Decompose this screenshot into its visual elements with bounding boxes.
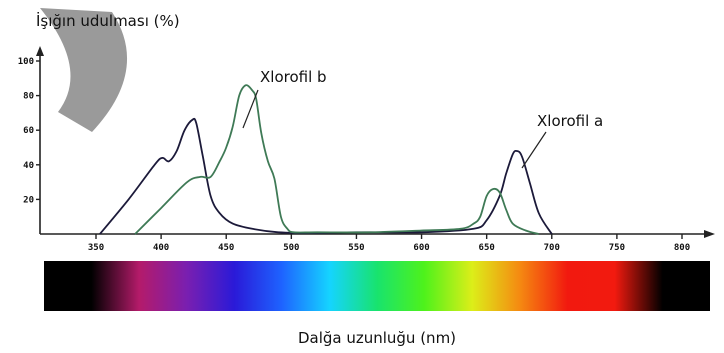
y-tick-label: 20 bbox=[23, 195, 34, 205]
x-tick-label: 500 bbox=[283, 243, 299, 253]
x-tick-label: 650 bbox=[479, 243, 495, 253]
x-tick-label: 550 bbox=[348, 243, 364, 253]
x-tick-label: 400 bbox=[153, 243, 169, 253]
series-group bbox=[99, 84, 553, 235]
x-axis-title: Dalğa uzunluğu (nm) bbox=[298, 329, 456, 347]
leader-line-chlorophyll-a bbox=[521, 131, 547, 169]
label-chlorophyll-a: Xlorofil a bbox=[537, 112, 603, 130]
x-tick-label: 800 bbox=[674, 243, 690, 253]
series-line-chlorophyll-b bbox=[134, 84, 540, 235]
series-line-chlorophyll-a bbox=[99, 117, 553, 235]
label-chlorophyll-b: Xlorofil b bbox=[260, 68, 327, 86]
axes bbox=[36, 46, 715, 238]
y-axis-arrow bbox=[36, 46, 44, 56]
x-tick-label: 600 bbox=[413, 243, 429, 253]
x-tick-label: 700 bbox=[544, 243, 560, 253]
ticks: 350 400 450 500 550 600 650 700 750 800 20 40 60 80 10… bbox=[18, 57, 690, 253]
x-tick-label: 750 bbox=[609, 243, 625, 253]
leader-line-chlorophyll-b bbox=[242, 89, 259, 129]
spectrum-bar bbox=[44, 261, 710, 311]
y-tick-label: 100 bbox=[18, 57, 34, 67]
x-tick-label: 350 bbox=[88, 243, 104, 253]
x-tick-label: 450 bbox=[218, 243, 234, 253]
y-tick-label: 40 bbox=[23, 161, 34, 171]
decorative-swoosh bbox=[40, 8, 128, 132]
y-axis-title: İşığın udulması (%) bbox=[36, 11, 180, 30]
x-axis-arrow bbox=[704, 230, 715, 238]
y-tick-label: 80 bbox=[23, 92, 34, 102]
y-tick-label: 60 bbox=[23, 126, 34, 136]
